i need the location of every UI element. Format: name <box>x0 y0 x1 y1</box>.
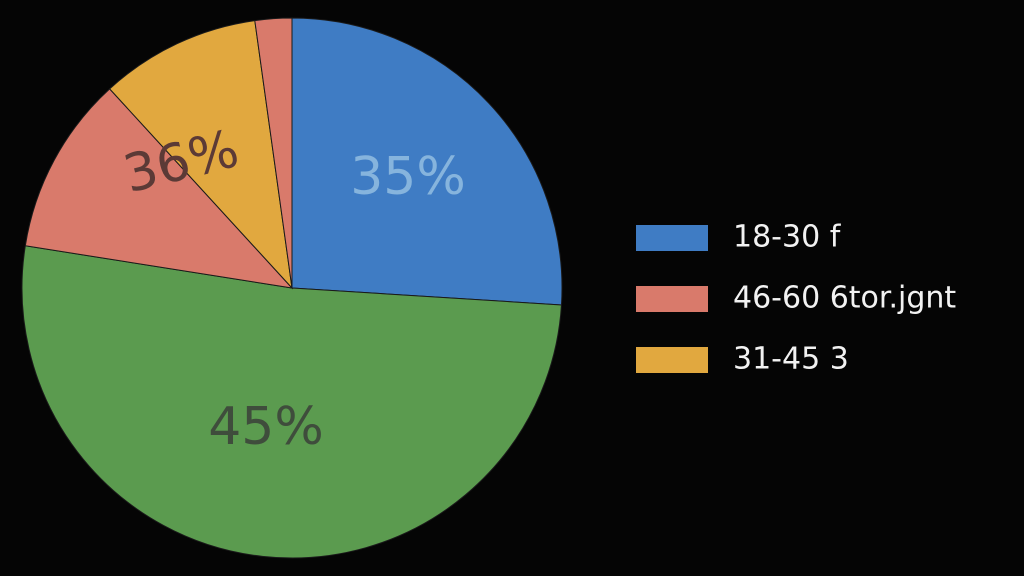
slice-label: 35% <box>350 147 466 207</box>
legend-swatch <box>636 347 708 373</box>
pie-slice <box>108 20 293 290</box>
pie-slice <box>21 245 562 559</box>
pie-slice <box>24 88 294 289</box>
legend-label: 18-30 f <box>733 220 842 255</box>
legend-swatch <box>636 286 708 312</box>
pie-slice <box>291 17 563 306</box>
legend-label: 46-60 6tor.jgnt <box>733 281 956 316</box>
legend-swatch <box>636 225 708 251</box>
pie-slice <box>254 17 293 289</box>
slice-label: 45% <box>208 397 324 457</box>
legend-label: 31-45 3 <box>733 342 849 377</box>
